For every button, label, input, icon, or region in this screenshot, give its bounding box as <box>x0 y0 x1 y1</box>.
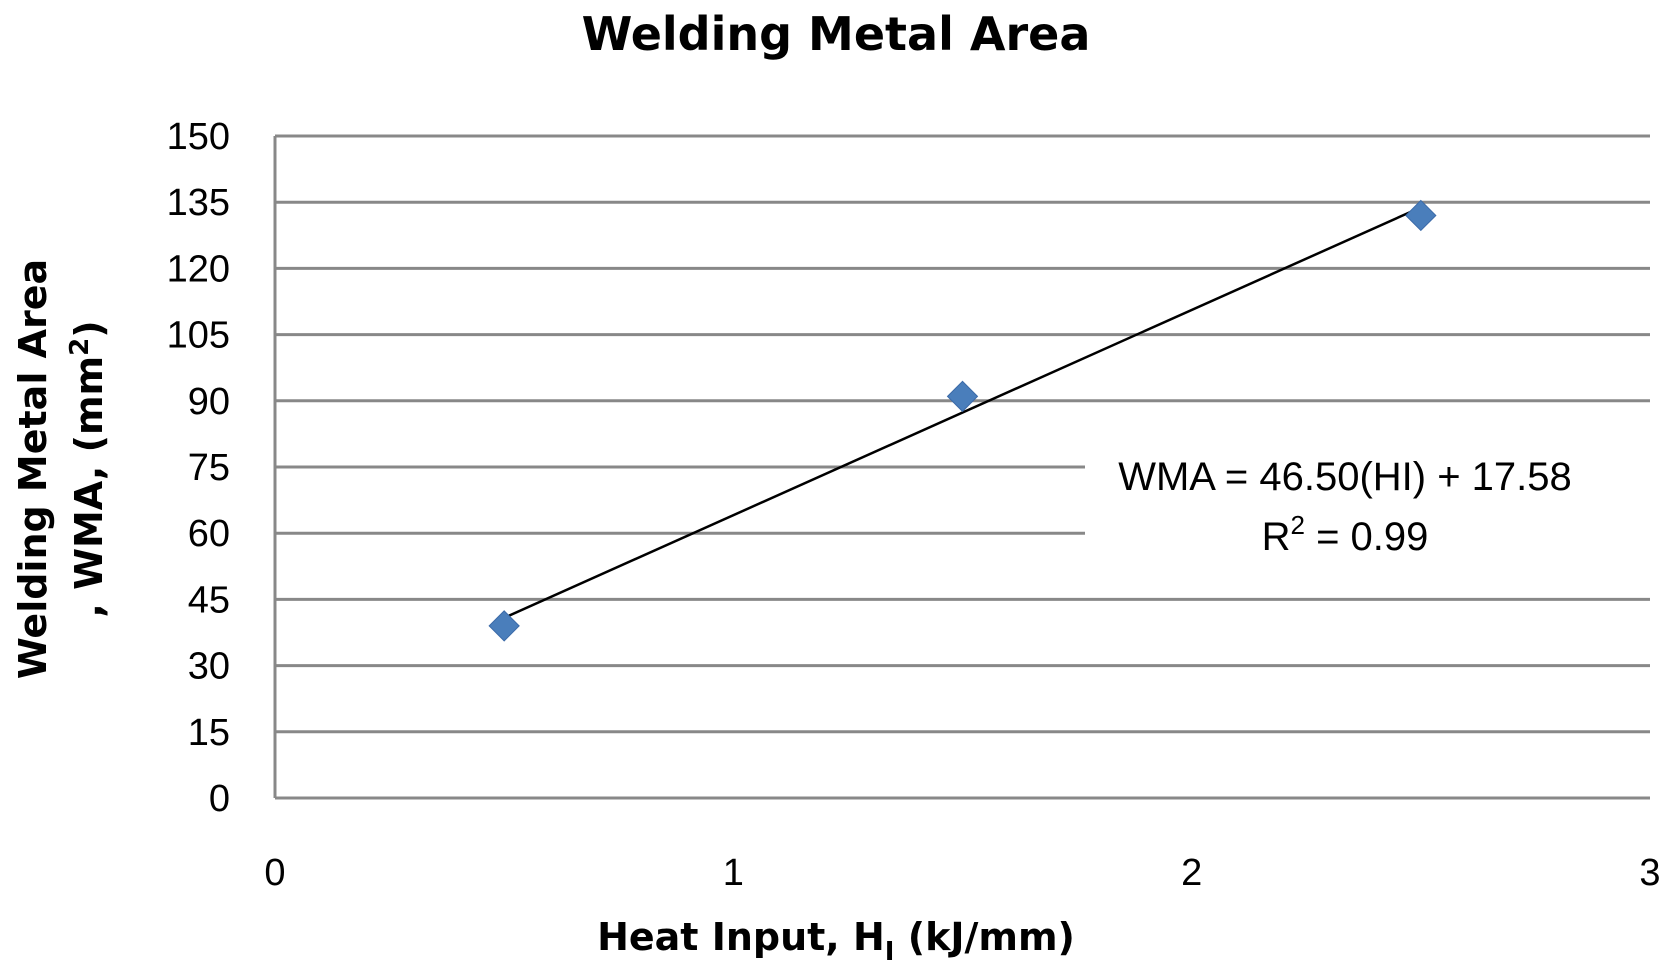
r-squared-value: = 0.99 <box>1305 515 1428 559</box>
grid-lines <box>275 134 1650 734</box>
data-points <box>488 199 1437 642</box>
y-axis-label-line1: Welding Metal Area <box>11 259 55 679</box>
data-point-2 <box>946 380 979 413</box>
linear-trendline <box>503 206 1422 619</box>
x-tick-0: 0 <box>264 852 285 894</box>
x-axis-label-main: Heat Input, H <box>597 915 885 959</box>
annotation-background <box>1085 448 1665 568</box>
trend-equation: WMA = 46.50(HI) + 17.58 <box>1118 455 1572 499</box>
data-point-3 <box>1405 199 1437 232</box>
x-axis-label-subscript: I <box>885 937 895 967</box>
y-axis-label-line2: , WMA, (mm2) <box>65 320 111 617</box>
y-tick-labels: 0 15 30 45 60 75 90 105 120 135 150 <box>167 116 230 820</box>
x-tick-1: 1 <box>723 852 744 894</box>
y-tick-75: 75 <box>188 447 230 489</box>
y-tick-0: 0 <box>209 778 230 820</box>
x-tick-3: 3 <box>1639 852 1660 894</box>
chart-title: Welding Metal Area <box>582 7 1091 61</box>
y-axis-label: Welding Metal Area , WMA, (mm2) <box>11 259 111 679</box>
x-tick-2: 2 <box>1181 852 1202 894</box>
y-tick-60: 60 <box>188 513 230 555</box>
y-tick-45: 45 <box>188 579 230 621</box>
x-axis-label-unit: (kJ/mm) <box>894 915 1074 959</box>
y-tick-135: 135 <box>167 182 230 224</box>
y-tick-150: 150 <box>167 116 230 158</box>
y-axis-label-superscript: 2 <box>65 338 95 356</box>
y-tick-105: 105 <box>167 315 230 357</box>
y-axis-label-close: ) <box>67 320 111 337</box>
y-tick-15: 15 <box>188 712 230 754</box>
y-tick-30: 30 <box>188 646 230 688</box>
y-axis-label-text: , WMA, (mm <box>67 356 111 618</box>
y-tick-120: 120 <box>167 248 230 290</box>
x-axis-label: Heat Input, HI (kJ/mm) <box>597 915 1075 967</box>
r-squared-superscript: 2 <box>1290 510 1304 540</box>
data-point-1 <box>488 610 520 642</box>
y-tick-90: 90 <box>188 381 230 423</box>
x-tick-labels: 0 1 2 3 <box>264 852 1660 894</box>
r-squared-label: R2 = 0.99 <box>1262 510 1429 559</box>
r-squared-prefix: R <box>1262 515 1291 559</box>
